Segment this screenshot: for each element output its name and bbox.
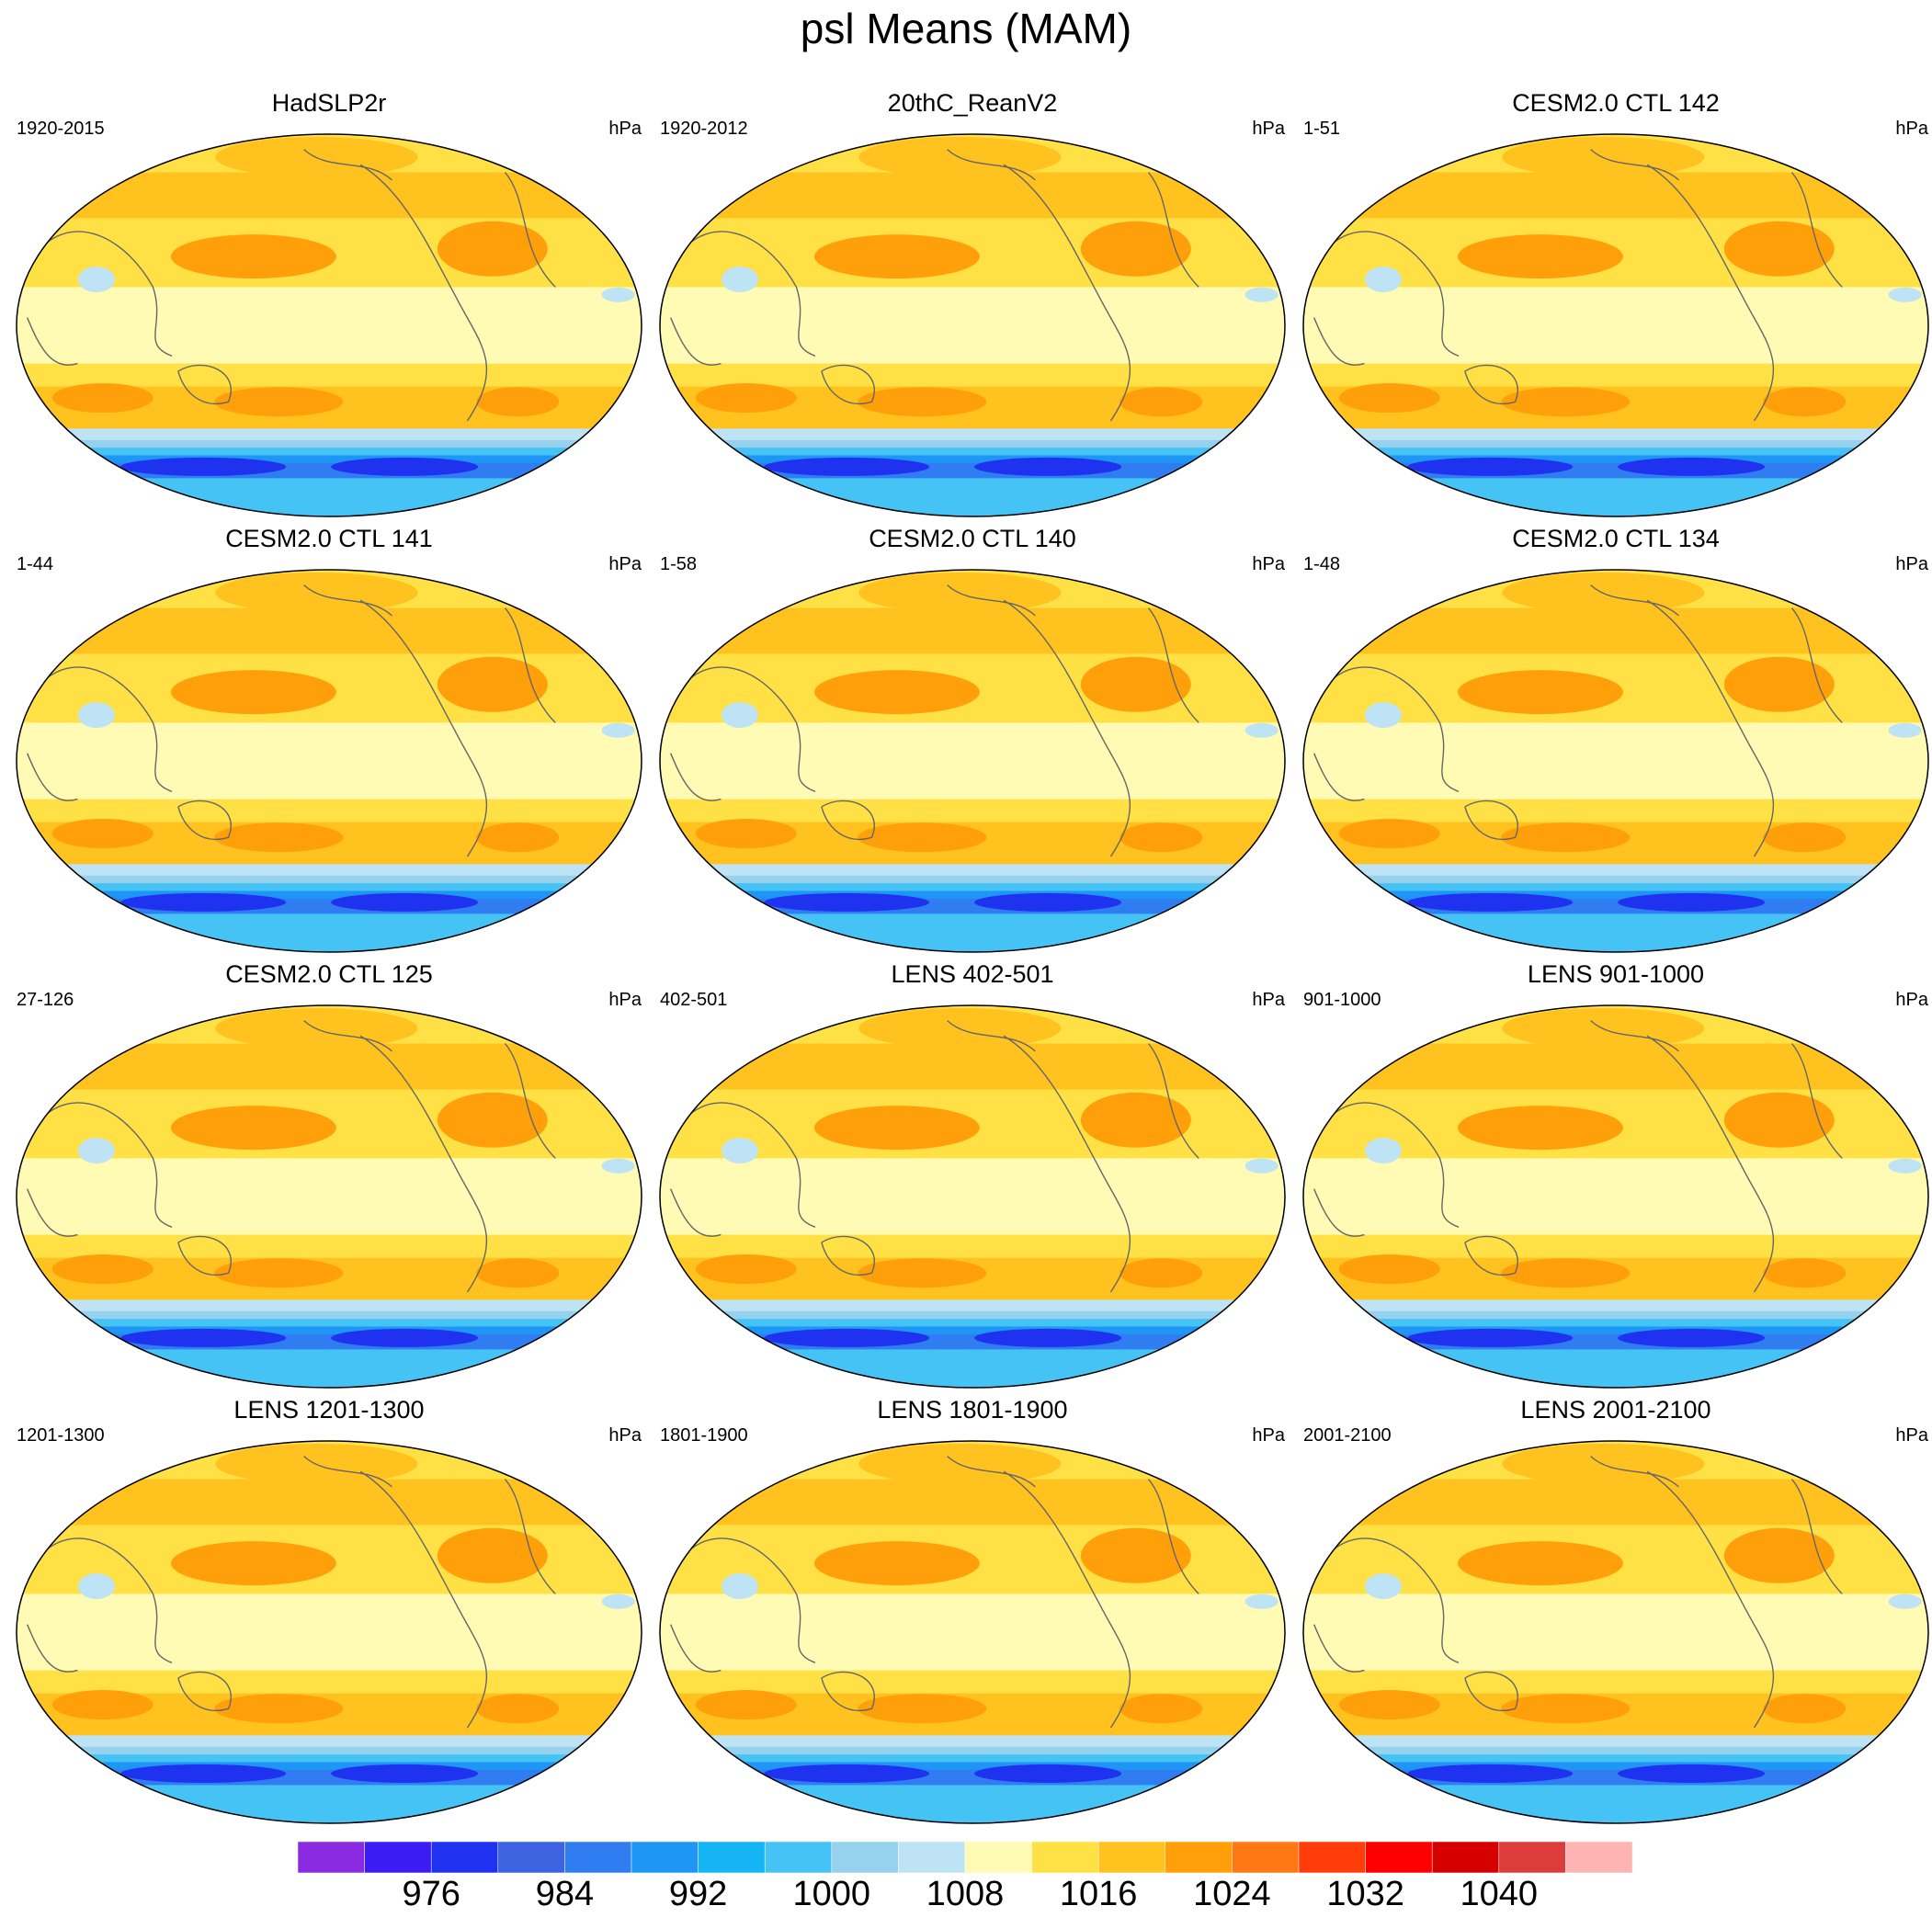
colorbar-swatch: [430, 1842, 499, 1873]
panel-units: hPa: [1252, 1425, 1285, 1446]
colorbar-tick-label: 976: [402, 1875, 460, 1913]
colorbar-swatch: [1565, 1842, 1632, 1873]
panel-period: 402-501: [660, 990, 728, 1010]
panel-title: 20thC_ReanV2: [887, 89, 1058, 117]
panel-title: LENS 1801-1900: [877, 1396, 1068, 1424]
panel-period: 1920-2015: [17, 119, 105, 139]
panel-period: 1801-1900: [660, 1425, 748, 1446]
figure-title: psl Means (MAM): [800, 5, 1132, 52]
map-panel: HadSLP2r 1920-2015 hPa: [7, 88, 651, 520]
colorbar-swatch: [698, 1842, 766, 1873]
panel-period: 1-58: [660, 554, 698, 574]
panel-period: 27-126: [17, 990, 74, 1010]
panel-units: hPa: [1252, 554, 1285, 574]
colorbar-swatch: [1031, 1842, 1099, 1873]
panel-period: 1-44: [17, 554, 54, 574]
colorbar-swatch: [564, 1842, 632, 1873]
panel-units: hPa: [1895, 119, 1928, 139]
map-panel: CESM2.0 CTL 134 1-48 hPa: [1294, 524, 1932, 956]
map-panel: LENS 1201-1300 1201-1300 hPa: [7, 1395, 651, 1827]
panel-period: 1201-1300: [17, 1425, 105, 1446]
panel-units: hPa: [608, 990, 642, 1010]
sea-level-pressure-map: [659, 133, 1286, 517]
panel-title: LENS 402-501: [891, 960, 1054, 988]
map-panel: CESM2.0 CTL 140 1-58 hPa: [651, 524, 1294, 956]
colorbar-tick-label: 1008: [926, 1875, 1005, 1913]
panel-units: hPa: [608, 119, 642, 139]
colorbar-swatch: [631, 1842, 699, 1873]
panel-units: hPa: [608, 1425, 642, 1446]
colorbar-swatch: [898, 1842, 966, 1873]
colorbar-swatch: [1365, 1842, 1433, 1873]
colorbar-swatch: [1232, 1842, 1300, 1873]
colorbar-tick-label: 984: [535, 1875, 595, 1913]
panel-title: CESM2.0 CTL 125: [225, 960, 433, 988]
panel-period: 1-51: [1303, 119, 1341, 139]
panel-period: 901-1000: [1303, 990, 1381, 1010]
panel-title: CESM2.0 CTL 142: [1512, 89, 1720, 117]
colorbar-swatch: [364, 1842, 432, 1873]
panel-units: hPa: [1895, 554, 1928, 574]
panel-units: hPa: [1895, 990, 1928, 1010]
colorbar-swatch: [497, 1842, 565, 1873]
colorbar-tick-label: 992: [668, 1875, 728, 1913]
colorbar-swatch: [964, 1842, 1032, 1873]
panel-title: CESM2.0 CTL 134: [1512, 525, 1720, 552]
colorbar-tick-label: 1000: [792, 1875, 871, 1913]
map-panel: 20thC_ReanV2 1920-2012 hPa: [651, 88, 1294, 520]
sea-level-pressure-map: [16, 569, 642, 953]
colorbar-swatch: [1097, 1842, 1166, 1873]
map-panel: LENS 1801-1900 1801-1900 hPa: [651, 1395, 1294, 1827]
sea-level-pressure-map: [659, 569, 1286, 953]
panel-units: hPa: [1252, 119, 1285, 139]
panel-period: 1-48: [1303, 554, 1341, 574]
colorbar-swatch: [764, 1842, 833, 1873]
map-panel: CESM2.0 CTL 125 27-126 hPa: [7, 959, 651, 1391]
colorbar-tick-label: 1016: [1059, 1875, 1138, 1913]
panel-title: LENS 901-1000: [1527, 960, 1705, 988]
sea-level-pressure-map: [1302, 1440, 1929, 1824]
panel-title: LENS 2001-2100: [1520, 1396, 1711, 1424]
sea-level-pressure-map: [16, 133, 642, 517]
colorbar-tick-label: 1040: [1460, 1875, 1539, 1913]
map-panel: LENS 2001-2100 2001-2100 hPa: [1294, 1395, 1932, 1827]
panel-period: 2001-2100: [1303, 1425, 1392, 1446]
panel-units: hPa: [608, 554, 642, 574]
colorbar-swatch: [1298, 1842, 1366, 1873]
colorbar: [298, 1842, 1632, 1873]
panel-title: CESM2.0 CTL 141: [225, 525, 433, 552]
sea-level-pressure-map: [1302, 133, 1929, 517]
panel-units: hPa: [1252, 990, 1285, 1010]
map-panel: LENS 901-1000 901-1000 hPa: [1294, 959, 1932, 1391]
panel-period: 1920-2012: [660, 119, 748, 139]
colorbar-swatch: [831, 1842, 899, 1873]
sea-level-pressure-map: [1302, 1004, 1929, 1389]
colorbar-tick-label: 1024: [1193, 1875, 1271, 1913]
colorbar-swatch: [1165, 1842, 1233, 1873]
sea-level-pressure-map: [16, 1440, 642, 1824]
sea-level-pressure-map: [1302, 569, 1929, 953]
map-panel: CESM2.0 CTL 141 1-44 hPa: [7, 524, 651, 956]
panel-title: CESM2.0 CTL 140: [869, 525, 1076, 552]
map-panel: LENS 402-501 402-501 hPa: [651, 959, 1294, 1391]
colorbar-swatch: [1431, 1842, 1500, 1873]
sea-level-pressure-map: [659, 1440, 1286, 1824]
colorbar-tick-label: 1032: [1326, 1875, 1404, 1913]
colorbar-swatch: [298, 1842, 365, 1873]
panel-units: hPa: [1895, 1425, 1928, 1446]
sea-level-pressure-map: [16, 1004, 642, 1389]
map-panel: CESM2.0 CTL 142 1-51 hPa: [1294, 88, 1932, 520]
panel-title: HadSLP2r: [271, 89, 387, 117]
panel-title: LENS 1201-1300: [233, 1396, 425, 1424]
sea-level-pressure-map: [659, 1004, 1286, 1389]
colorbar-swatch: [1498, 1842, 1566, 1873]
